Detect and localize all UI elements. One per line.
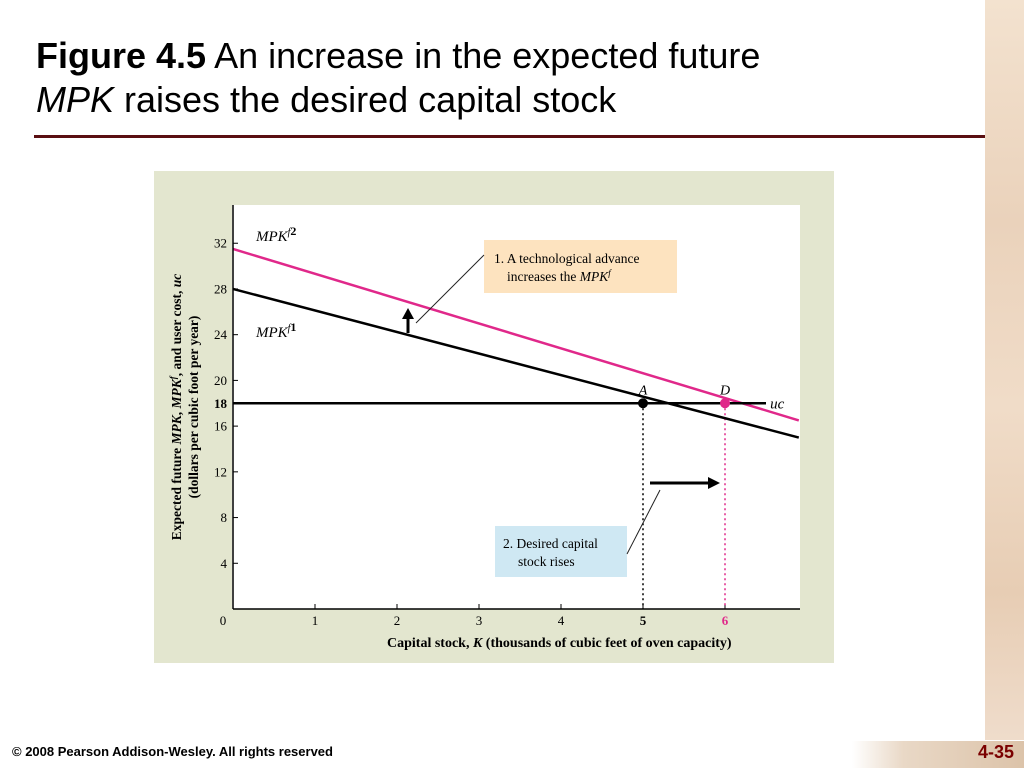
title-figure-number: Figure 4.5	[36, 35, 207, 76]
right-arrow-icon	[708, 477, 720, 489]
slide-number: 4-35	[977, 742, 1014, 762]
y-axis-title-line2: (dollars per cubic foot per year)	[186, 316, 201, 499]
y-tick-label: 12	[214, 464, 227, 479]
title-line1: An increase in the expected future	[206, 35, 761, 76]
point-d	[720, 398, 730, 409]
x-tick-label: 3	[476, 613, 483, 628]
y-tick-label: 20	[214, 373, 227, 388]
slide-title: Figure 4.5 An increase in the expected f…	[36, 34, 936, 122]
point-label-a: A	[638, 383, 648, 398]
y-axis-title-line1: Expected future MPK, MPKf, and user cost…	[168, 274, 184, 541]
y-tick-label: 16	[214, 419, 228, 434]
callout-tech-advance-line1: 1. A technological advance	[494, 251, 639, 266]
callout-tech-advance-leader	[415, 254, 485, 324]
point-label-d: D	[719, 383, 730, 398]
title-rule	[34, 135, 1024, 138]
title-line2: raises the desired capital stock	[114, 79, 617, 120]
series-label-uc: uc	[770, 396, 785, 412]
series-label-mpkf1: MPKf1	[255, 320, 296, 341]
x-tick-label: 4	[558, 613, 565, 628]
y-tick-label: 18	[214, 396, 228, 411]
y-tick-label: 24	[214, 327, 228, 342]
series-line-mpkf1	[232, 287, 800, 439]
up-arrow-icon	[402, 308, 414, 319]
x-tick-label: 1	[312, 613, 319, 628]
y-tick-label: 32	[214, 236, 227, 251]
point-a	[638, 398, 648, 409]
x-tick-label: 0	[220, 613, 227, 628]
decorative-side-strip	[985, 0, 1024, 740]
callout-capital-rises-box	[495, 526, 627, 577]
x-axis-title: Capital stock, K (thousands of cubic fee…	[387, 636, 732, 651]
x-tick-label: 5	[640, 613, 647, 628]
copyright-notice: © 2008 Pearson Addison-Wesley. All right…	[12, 744, 333, 759]
callout-tech-advance-line2: increases the MPKf	[507, 268, 612, 284]
y-tick-label: 4	[221, 556, 228, 571]
x-tick-label: 6	[722, 613, 729, 628]
x-tick-label: 2	[394, 613, 401, 628]
series-label-mpkf2: MPKf2	[255, 224, 296, 245]
series-line-mpkf2	[232, 247, 800, 422]
y-tick-label: 28	[214, 281, 227, 296]
y-axis-title: Expected future MPK, MPKf, and user cost…	[168, 274, 201, 541]
callout-capital-rises-line1: 2. Desired capital	[503, 536, 598, 551]
callout-capital-rises-leader	[626, 489, 661, 555]
y-tick-label: 8	[221, 510, 228, 525]
callout-capital-rises-line2: stock rises	[518, 554, 575, 569]
footer-band	[852, 741, 1024, 768]
callout-tech-advance-box	[484, 240, 677, 293]
title-mpk: MPK	[36, 79, 115, 120]
